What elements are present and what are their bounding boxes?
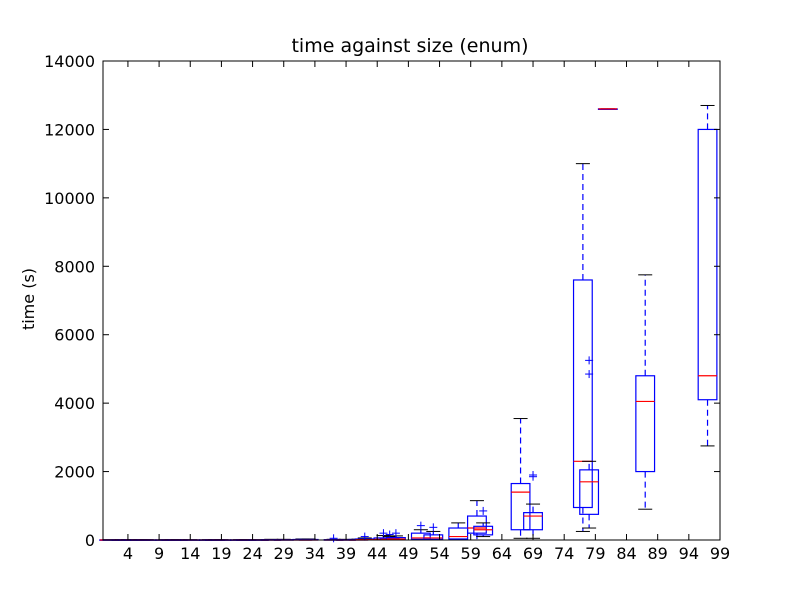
box-67 [510,418,531,539]
x-tick-label: 59 [461,544,481,563]
y-tick-label: 12000 [44,120,95,139]
x-tick-label: 29 [274,544,294,563]
x-tick-label: 74 [554,544,574,563]
iqr-box [410,532,431,540]
x-tick-label: 84 [616,544,636,563]
box-61 [473,506,494,538]
box-97 [697,104,718,447]
iqr-box [523,512,543,531]
iqr-box [510,482,531,531]
x-tick-label: 39 [336,544,356,563]
outlier-point [585,356,594,365]
x-tick-label: 9 [154,544,164,563]
y-tick-label: 2000 [54,463,95,482]
x-tick-label: 24 [242,544,262,563]
y-tick-label: 10000 [44,189,95,208]
y-tick-label: 8000 [54,257,95,276]
x-tick-label: 14 [180,544,200,563]
x-tick-label: 94 [679,544,699,563]
outlier-point [479,506,488,515]
outlier-point [391,529,400,538]
outlier-point [585,370,594,379]
iqr-box [572,279,593,509]
box-81 [597,108,618,111]
x-tick-label: 49 [398,544,418,563]
y-tick-label: 4000 [54,394,95,413]
box-78 [579,356,600,529]
outlier-point [529,470,538,479]
x-tick-label: 64 [492,544,512,563]
iqr-box [466,515,487,534]
iqr-box [579,469,600,515]
chart-title: time against size (enum) [291,35,528,57]
x-tick-label: 89 [647,544,667,563]
y-tick-label: 14000 [44,52,95,71]
iqr-box [697,128,718,401]
x-tick-label: 99 [710,544,730,563]
axes-frame [102,60,721,541]
y-tick-label: 6000 [54,326,95,345]
outlier-point [360,532,369,541]
x-tick-label: 4 [123,544,133,563]
x-tick-label: 69 [523,544,543,563]
outlier-point [379,529,388,538]
x-tick-label: 19 [211,544,231,563]
y-tick-label: 0 [85,531,95,550]
iqr-box [635,375,656,473]
x-tick-label: 79 [585,544,605,563]
y-axis-label: time (s) [19,268,38,330]
x-tick-label: 54 [429,544,449,563]
outlier-point [416,521,425,530]
box-87 [635,274,656,510]
outlier-point [429,523,438,532]
x-tick-label: 34 [305,544,325,563]
outlier-point [329,534,338,543]
iqr-box [423,534,444,540]
iqr-box [473,525,494,536]
x-tick-label: 44 [367,544,387,563]
